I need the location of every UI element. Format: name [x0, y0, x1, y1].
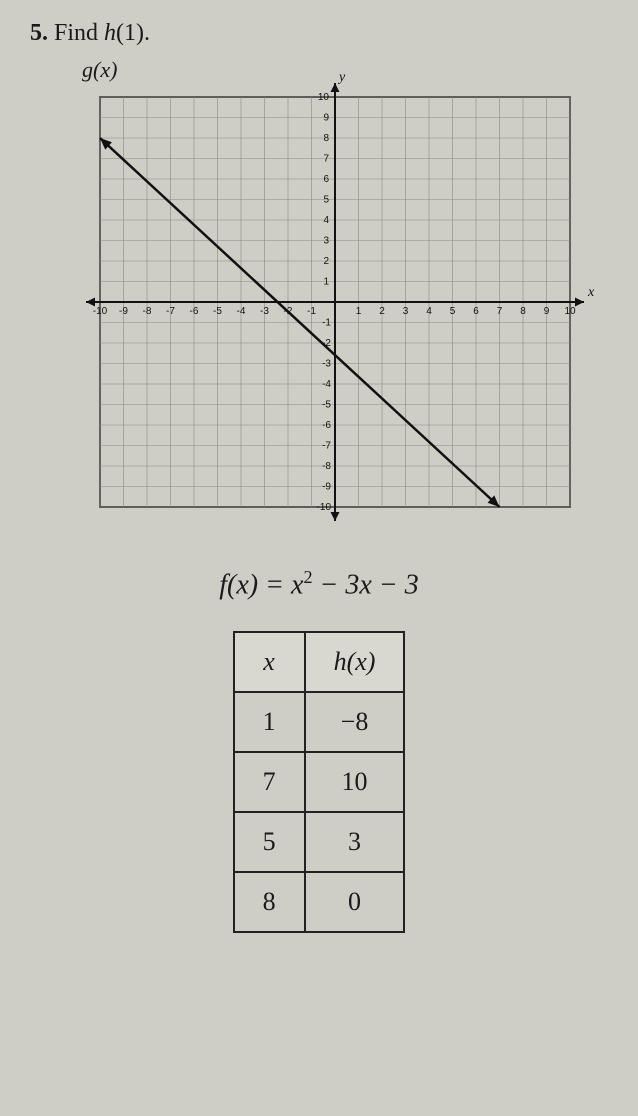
eq-tail: − 3x − 3 — [313, 569, 419, 600]
svg-text:-6: -6 — [190, 306, 199, 317]
svg-text:5: 5 — [323, 195, 329, 206]
cell-x: 1 — [234, 692, 305, 752]
svg-text:-3: -3 — [322, 359, 331, 370]
cell-hx: 0 — [305, 872, 405, 932]
svg-text:1: 1 — [323, 277, 329, 288]
svg-text:4: 4 — [323, 215, 329, 226]
col-x: x — [234, 632, 305, 692]
eq-equals: = — [265, 569, 291, 600]
cell-hx: 10 — [305, 752, 405, 812]
svg-text:1: 1 — [356, 306, 362, 317]
svg-text:3: 3 — [323, 236, 329, 247]
table-header-row: x h(x) — [234, 632, 405, 692]
svg-text:-5: -5 — [322, 400, 331, 411]
problem-fn: h — [104, 20, 116, 46]
h-table: x h(x) 1−87105380 — [233, 631, 406, 933]
svg-text:-4: -4 — [237, 306, 246, 317]
problem-number: 5. — [30, 20, 48, 46]
svg-text:-8: -8 — [143, 306, 152, 317]
svg-text:8: 8 — [520, 306, 526, 317]
svg-text:-10: -10 — [317, 502, 332, 513]
svg-text:-9: -9 — [322, 482, 331, 493]
svg-text:-7: -7 — [166, 306, 175, 317]
eq-lhs: f(x) — [219, 569, 258, 600]
table-row: 1−8 — [234, 692, 405, 752]
worksheet-page: 5. Find h(1). g(x) -10-9-8-7-6-5-4-3-2-1… — [0, 0, 638, 1116]
g-of-x-label: g(x) — [82, 57, 117, 83]
svg-text:9: 9 — [544, 306, 550, 317]
svg-text:-8: -8 — [322, 461, 331, 472]
svg-text:-9: -9 — [119, 306, 128, 317]
svg-text:10: 10 — [318, 92, 330, 103]
svg-text:y: y — [337, 70, 346, 85]
svg-text:3: 3 — [403, 306, 409, 317]
col-hx: h(x) — [305, 632, 405, 692]
cell-x: 7 — [234, 752, 305, 812]
eq-exp: 2 — [303, 567, 312, 587]
cell-hx: −8 — [305, 692, 405, 752]
coordinate-graph: -10-9-8-7-6-5-4-3-2-11234567891010987654… — [70, 67, 600, 537]
table-row: 80 — [234, 872, 405, 932]
table-row: 53 — [234, 812, 405, 872]
svg-text:7: 7 — [497, 306, 503, 317]
svg-text:2: 2 — [379, 306, 385, 317]
svg-text:-4: -4 — [322, 379, 331, 390]
problem-header: 5. Find h(1). — [30, 20, 608, 47]
svg-text:8: 8 — [323, 133, 329, 144]
problem-arg: (1). — [116, 20, 150, 46]
svg-text:10: 10 — [564, 306, 576, 317]
cell-hx: 3 — [305, 812, 405, 872]
svg-text:-1: -1 — [307, 306, 316, 317]
cell-x: 5 — [234, 812, 305, 872]
svg-text:4: 4 — [426, 306, 432, 317]
svg-text:x: x — [587, 285, 595, 300]
function-equation: f(x) = x2 − 3x − 3 — [30, 567, 608, 601]
svg-text:-10: -10 — [93, 306, 108, 317]
svg-text:5: 5 — [450, 306, 456, 317]
eq-x: x — [291, 569, 303, 600]
problem-text: Find — [54, 20, 104, 46]
svg-text:-3: -3 — [260, 306, 269, 317]
svg-text:-6: -6 — [322, 420, 331, 431]
cell-x: 8 — [234, 872, 305, 932]
svg-text:-1: -1 — [322, 318, 331, 329]
svg-text:9: 9 — [323, 113, 329, 124]
svg-text:-5: -5 — [213, 306, 222, 317]
graph-container: g(x) -10-9-8-7-6-5-4-3-2-112345678910109… — [70, 67, 600, 537]
table-row: 710 — [234, 752, 405, 812]
svg-text:-7: -7 — [322, 441, 331, 452]
svg-text:2: 2 — [323, 256, 329, 267]
svg-text:6: 6 — [323, 174, 329, 185]
svg-text:6: 6 — [473, 306, 479, 317]
svg-text:7: 7 — [323, 154, 329, 165]
